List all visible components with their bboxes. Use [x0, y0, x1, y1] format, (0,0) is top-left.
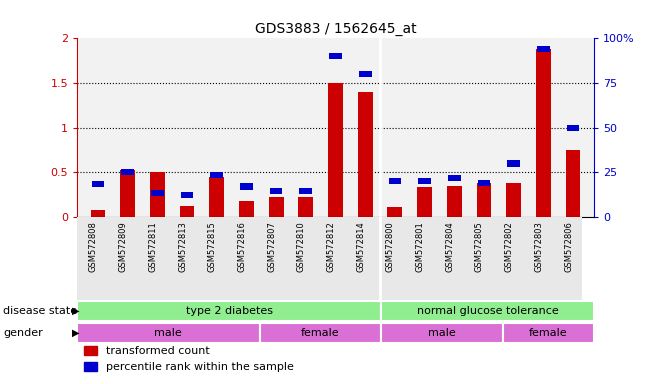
Text: GSM572805: GSM572805 — [475, 221, 484, 272]
Text: GSM572801: GSM572801 — [415, 221, 425, 272]
Bar — [270, 188, 282, 194]
Bar — [91, 210, 105, 217]
Text: GSM572800: GSM572800 — [386, 221, 395, 272]
Bar — [211, 172, 223, 178]
Text: GSM572804: GSM572804 — [446, 221, 454, 272]
Bar — [566, 150, 580, 217]
Text: GSM572806: GSM572806 — [564, 221, 573, 272]
Bar — [77, 301, 381, 321]
Bar — [120, 170, 135, 217]
Bar — [328, 83, 343, 217]
Bar — [209, 177, 224, 217]
Text: type 2 diabetes: type 2 diabetes — [186, 306, 272, 316]
Bar — [180, 192, 193, 198]
Text: GSM572807: GSM572807 — [267, 221, 276, 272]
Text: ▶: ▶ — [72, 306, 80, 316]
Bar — [447, 186, 462, 217]
Bar — [417, 187, 432, 217]
Title: GDS3883 / 1562645_at: GDS3883 / 1562645_at — [255, 22, 416, 36]
Bar — [180, 206, 195, 217]
Text: gender: gender — [3, 328, 43, 338]
Bar — [239, 201, 254, 217]
Text: GSM572809: GSM572809 — [119, 221, 127, 272]
Bar — [240, 184, 253, 190]
Bar — [418, 178, 431, 184]
Text: ▶: ▶ — [72, 328, 80, 338]
Bar — [381, 301, 594, 321]
Bar — [268, 197, 284, 217]
Bar — [387, 207, 403, 217]
Text: GSM572803: GSM572803 — [534, 221, 544, 272]
Text: GSM572808: GSM572808 — [89, 221, 98, 272]
Bar — [299, 197, 313, 217]
Text: GSM572814: GSM572814 — [356, 221, 365, 272]
Bar — [358, 92, 372, 217]
Bar — [478, 180, 491, 186]
Text: GSM572811: GSM572811 — [148, 221, 157, 272]
Bar — [150, 172, 165, 217]
Bar — [329, 53, 342, 60]
Bar — [92, 181, 104, 187]
Text: male: male — [428, 328, 456, 338]
Text: disease state: disease state — [3, 306, 77, 316]
Bar — [537, 46, 550, 52]
Text: male: male — [154, 328, 183, 338]
Text: GSM572815: GSM572815 — [208, 221, 217, 272]
Text: GSM572812: GSM572812 — [327, 221, 336, 272]
Legend: transformed count, percentile rank within the sample: transformed count, percentile rank withi… — [79, 341, 299, 377]
Bar — [448, 175, 460, 181]
Text: GSM572813: GSM572813 — [178, 221, 187, 272]
Bar — [476, 183, 491, 217]
Text: female: female — [301, 328, 340, 338]
Bar — [381, 323, 503, 343]
Bar — [389, 178, 401, 184]
Bar — [567, 124, 579, 131]
Text: GSM572816: GSM572816 — [238, 221, 246, 272]
Bar — [359, 71, 372, 77]
Text: female: female — [529, 328, 568, 338]
Bar — [260, 323, 381, 343]
Bar — [506, 183, 521, 217]
Bar — [77, 323, 260, 343]
Text: normal glucose tolerance: normal glucose tolerance — [417, 306, 558, 316]
Text: GSM572810: GSM572810 — [297, 221, 306, 272]
Bar — [536, 49, 551, 217]
Bar — [151, 190, 164, 196]
Text: GSM572802: GSM572802 — [505, 221, 514, 272]
Bar — [503, 323, 594, 343]
Bar — [299, 188, 312, 194]
Bar — [121, 169, 134, 175]
Bar — [507, 160, 520, 167]
